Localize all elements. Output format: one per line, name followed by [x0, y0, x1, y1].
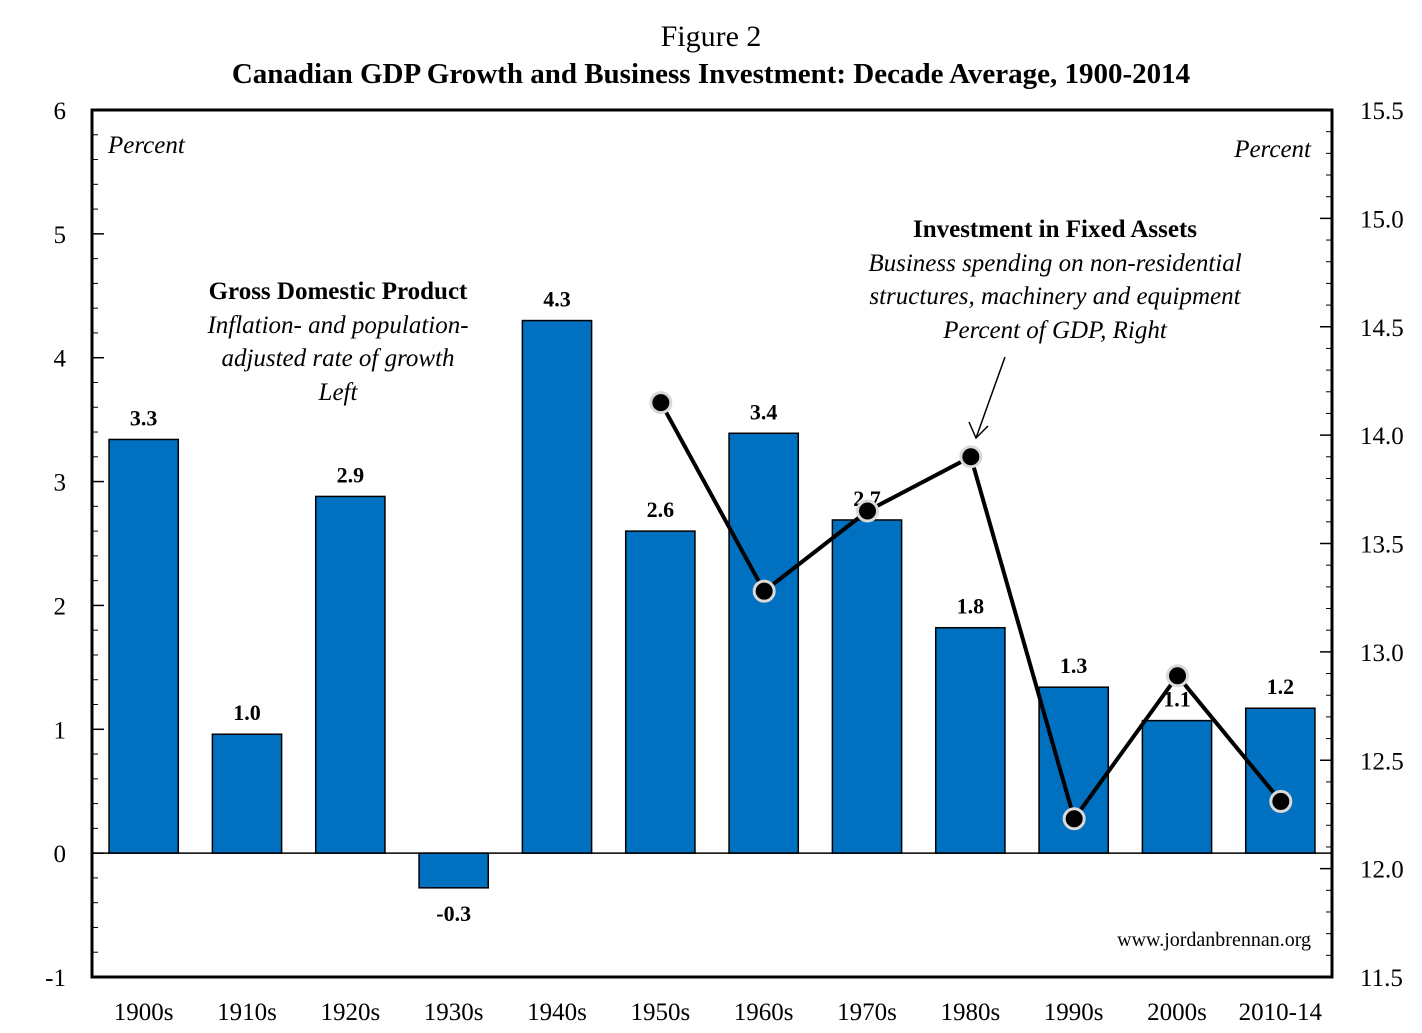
- right-tick-label: 12.5: [1360, 748, 1404, 775]
- right-tick-label: 12.0: [1360, 857, 1404, 884]
- x-tick-label: 2010-14: [1239, 999, 1323, 1026]
- left-unit-label: Percent: [107, 132, 186, 159]
- gdp-bars: [108, 319, 1316, 889]
- gdp-bar: [728, 432, 800, 854]
- right-tick-label: 14.0: [1360, 423, 1404, 450]
- gdp-data-label: 3.4: [750, 399, 778, 424]
- gdp-data-label: -0.3: [436, 901, 471, 926]
- left-tick-label: 1: [54, 717, 67, 744]
- right-tick-label: 14.5: [1360, 315, 1404, 342]
- x-tick-label: 1910s: [217, 999, 277, 1026]
- gdp-bar: [418, 852, 490, 889]
- gdp-bar: [1244, 707, 1316, 854]
- x-tick-label: 1980s: [940, 999, 1000, 1026]
- x-tick-label: 2000s: [1147, 999, 1207, 1026]
- x-axis: 1900s 1910s 1920s 1930s 1940s 1950s 1960s 1970s…: [114, 999, 1323, 1026]
- right-tick-label: 13.5: [1360, 532, 1404, 559]
- left-tick-label: 2: [54, 593, 67, 620]
- chart-title: Canadian GDP Growth and Business Investm…: [232, 58, 1190, 90]
- x-tick-label: 1990s: [1044, 999, 1104, 1026]
- right-axis: 15.5 15.0 14.5 14.0 13.5 13.0 12.5 12.0 11.5: [1320, 98, 1404, 992]
- left-tick-label: -1: [45, 965, 66, 992]
- gdp-bar: [831, 519, 903, 854]
- investment-annotation-line-2: structures, machinery and equipment: [869, 283, 1241, 310]
- gdp-data-label: 2.6: [647, 497, 675, 522]
- investment-annotation-title: Investment in Fixed Assets: [913, 216, 1197, 243]
- x-tick-label: 1960s: [734, 999, 794, 1026]
- investment-point: [752, 579, 776, 603]
- investment-annotation-line-3: Percent of GDP, Right: [942, 317, 1168, 344]
- gdp-bar: [624, 530, 696, 854]
- left-tick-label: 3: [54, 470, 67, 497]
- annotation-arrow: [968, 356, 1006, 440]
- gdp-annotation-title: Gross Domestic Product: [209, 278, 468, 305]
- investment-point: [856, 499, 879, 523]
- investment-points: [649, 391, 1293, 831]
- gdp-data-label: 1.2: [1267, 674, 1295, 699]
- plot-area: [90, 108, 1334, 979]
- left-tick-label: 0: [54, 841, 67, 868]
- gdp-bar: [108, 438, 180, 854]
- gdp-annotation-line-2: adjusted rate of growth: [221, 345, 454, 372]
- gdp-bar: [1141, 719, 1213, 854]
- investment-point: [959, 445, 983, 469]
- gdp-data-label: 4.3: [543, 287, 571, 312]
- right-unit-label: Percent: [1233, 136, 1312, 163]
- gdp-bar: [211, 733, 283, 854]
- x-tick-label: 1900s: [114, 999, 174, 1026]
- gdp-data-label: 1.0: [233, 700, 261, 725]
- gdp-data-label: 2.9: [337, 462, 365, 487]
- investment-point: [1062, 807, 1086, 831]
- gdp-bar: [934, 626, 1006, 854]
- right-tick-label: 15.5: [1360, 98, 1404, 125]
- gdp-bar: [314, 495, 386, 854]
- left-tick-label: 6: [54, 98, 67, 125]
- x-tick-label: 1970s: [837, 999, 897, 1026]
- x-tick-label: 1950s: [630, 999, 690, 1026]
- right-tick-label: 11.5: [1360, 965, 1403, 992]
- x-tick-label: 1920s: [320, 999, 380, 1026]
- x-tick-label: 1940s: [527, 999, 587, 1026]
- right-tick-label: 15.0: [1360, 206, 1404, 233]
- source-credit: www.jordanbrennan.org: [1117, 929, 1311, 951]
- gdp-data-label: 3.3: [130, 405, 158, 430]
- gdp-data-label: 1.3: [1060, 653, 1088, 678]
- investment-annotation-line-1: Business spending on non-residential: [868, 250, 1241, 277]
- gdp-data-label: 1.8: [957, 594, 985, 619]
- investment-point: [1166, 664, 1189, 688]
- investment-point: [1269, 789, 1293, 813]
- left-tick-label: 5: [54, 222, 67, 249]
- gdp-annotation-line-3: Left: [318, 379, 359, 406]
- right-tick-label: 13.0: [1360, 640, 1404, 667]
- investment-point: [649, 391, 673, 415]
- gdp-bar: [521, 319, 593, 854]
- left-axis: 6 5 4 3 2 1 0 -1: [45, 98, 104, 992]
- x-tick-label: 1930s: [424, 999, 484, 1026]
- gdp-annotation-line-1: Inflation- and population-: [206, 312, 468, 339]
- left-tick-label: 4: [54, 346, 67, 373]
- figure-label: Figure 2: [661, 20, 762, 53]
